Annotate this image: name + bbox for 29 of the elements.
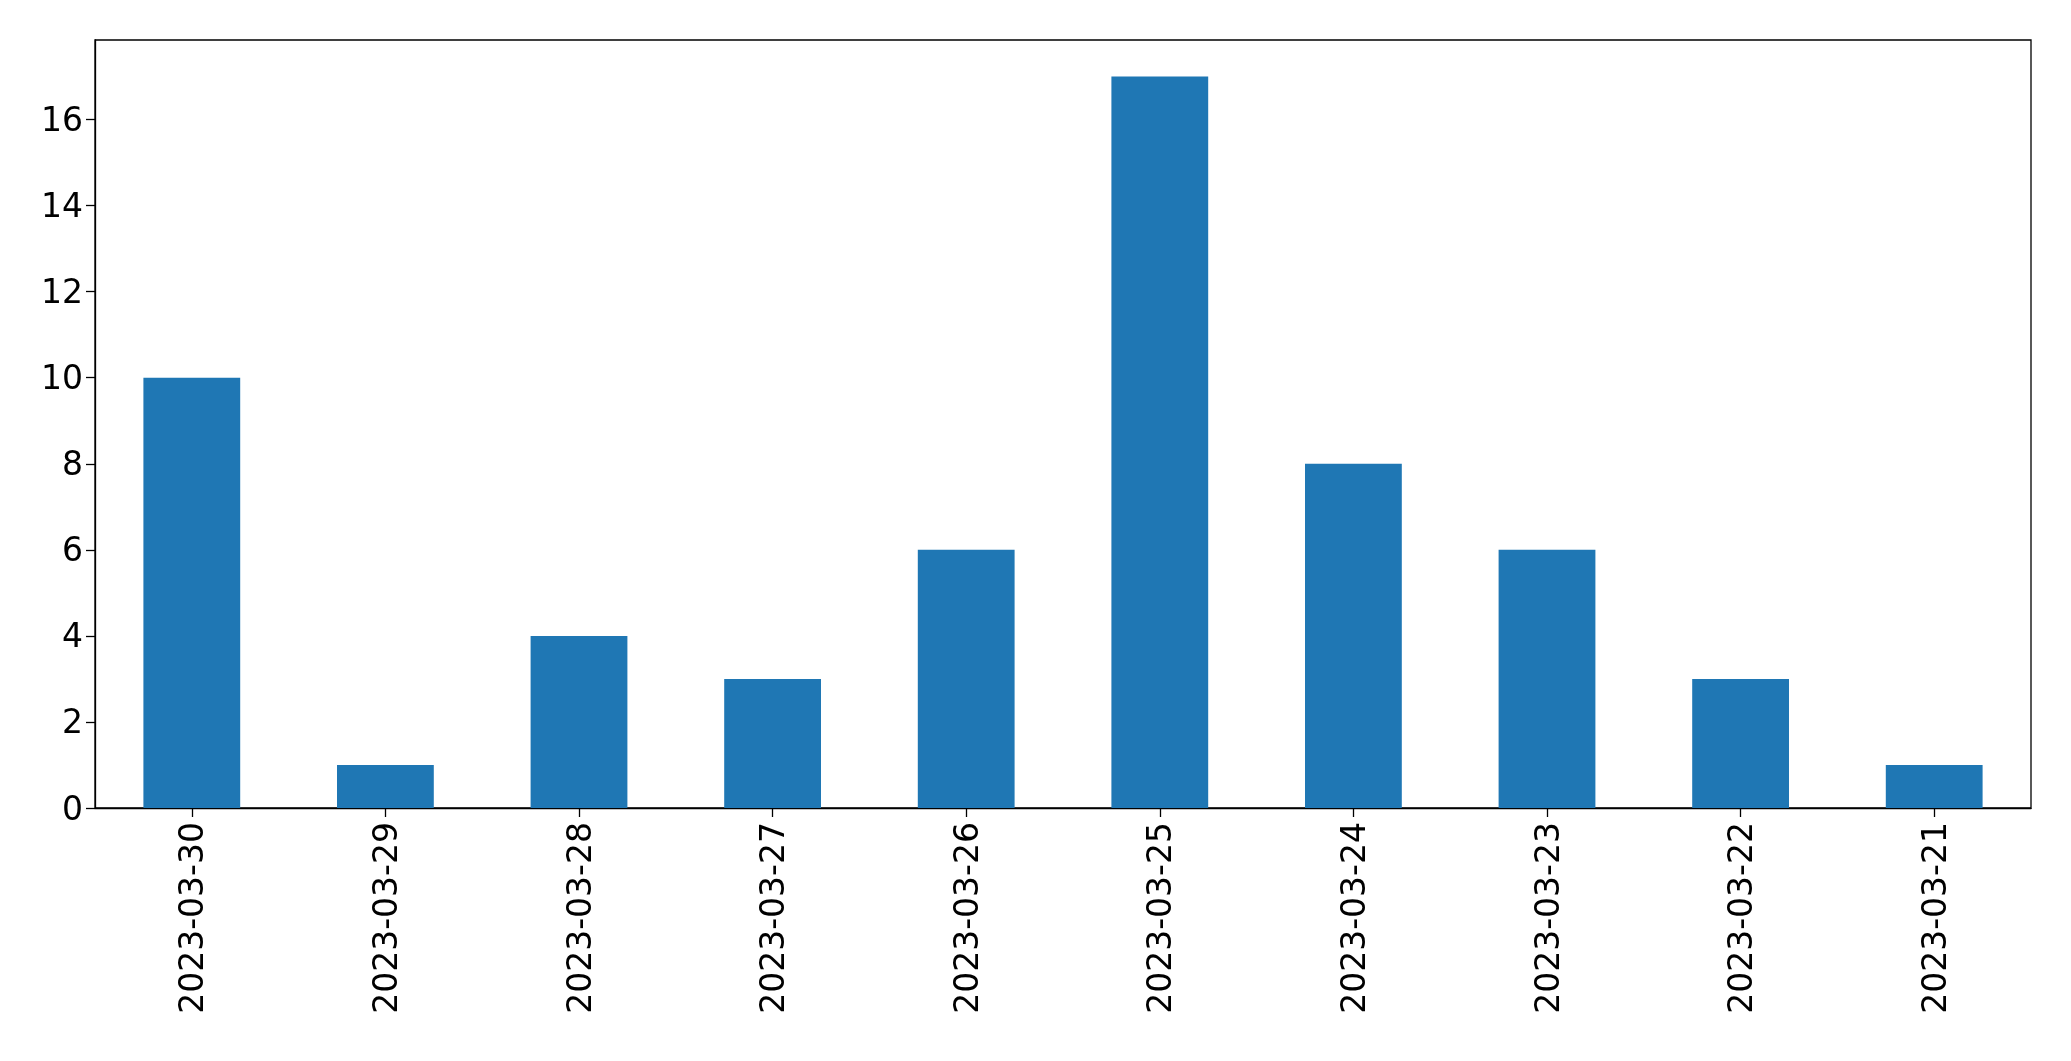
x-tick-label: 2023-03-26 [946,822,986,1014]
bar [530,635,628,808]
bar [1305,463,1402,808]
x-tick-label: 2023-03-24 [1333,822,1373,1014]
y-tick-label: 6 [62,530,83,570]
x-tick-label: 2023-03-27 [753,822,793,1014]
bar [1692,678,1789,808]
bar [1111,76,1209,808]
y-tick-label: 16 [41,100,83,140]
bar [724,678,821,808]
bar [1498,549,1596,808]
x-tick-label: 2023-03-21 [1914,822,1954,1014]
bar [337,764,434,808]
bar [917,549,1015,808]
y-tick-label: 10 [41,358,83,398]
x-tick-label: 2023-03-29 [365,822,405,1014]
bar [143,377,241,808]
x-tick-label: 2023-03-25 [1140,822,1180,1014]
x-tick-label: 2023-03-22 [1721,822,1761,1014]
x-tick-label: 2023-03-28 [559,822,599,1014]
y-tick-label: 14 [41,186,83,226]
y-tick-label: 12 [41,272,83,312]
y-tick-label: 4 [62,616,83,656]
y-tick-label: 2 [62,702,83,742]
x-tick-label: 2023-03-30 [172,822,212,1014]
y-tick-label: 0 [62,788,83,828]
bar [1885,764,1983,808]
x-tick-label: 2023-03-23 [1527,822,1567,1014]
y-tick-label: 8 [62,444,83,484]
